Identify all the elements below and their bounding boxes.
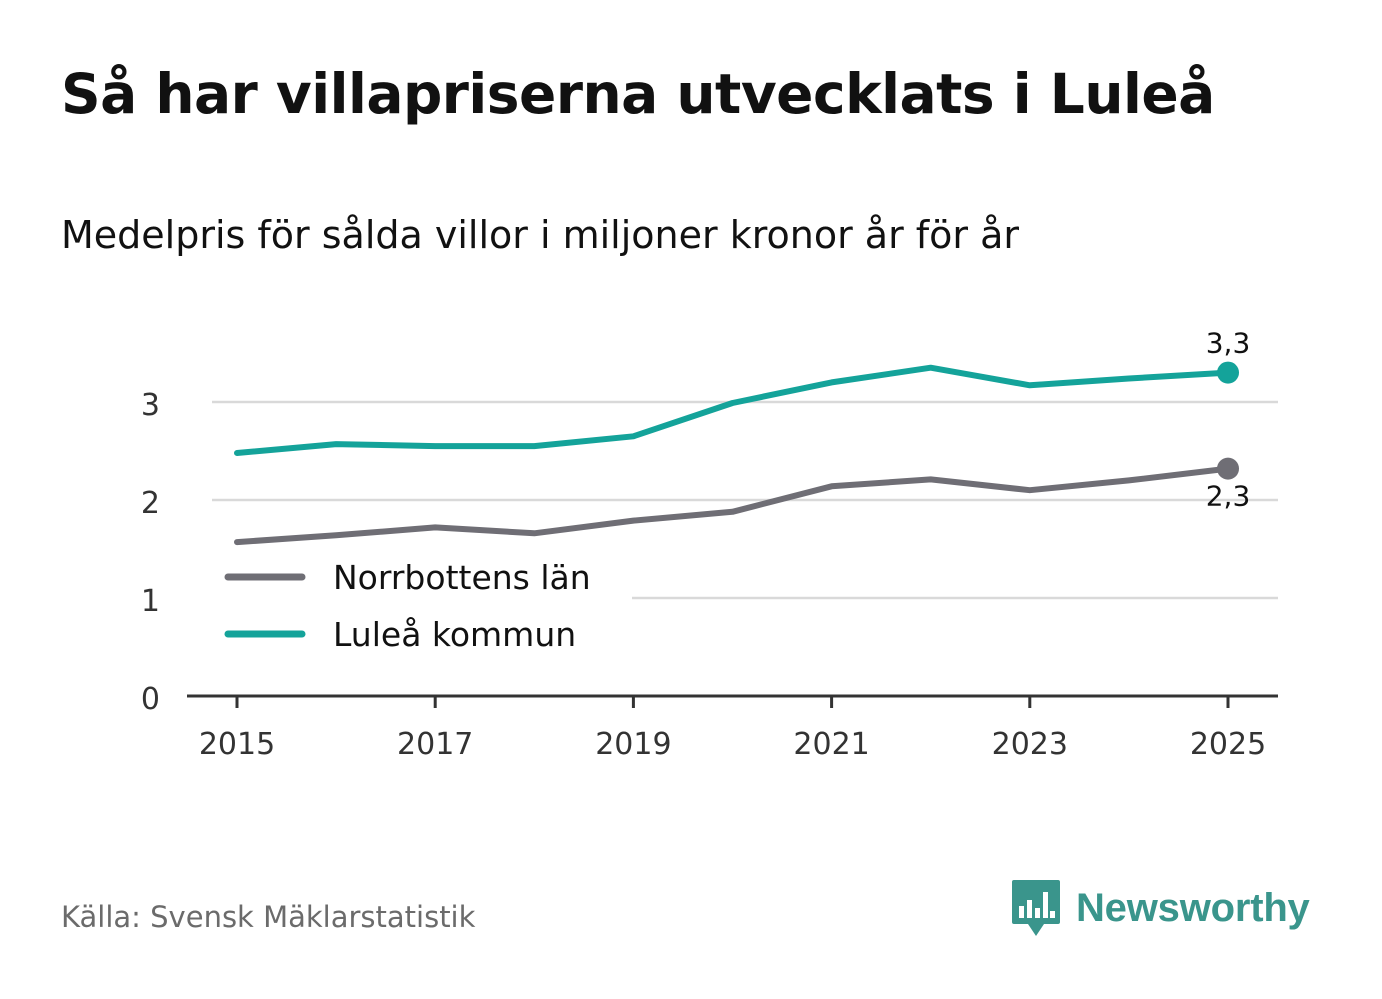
legend-background [212, 548, 632, 666]
chart-subtitle: Medelpris för sålda villor i miljoner kr… [61, 213, 1020, 257]
end-label-luleå-kommun: 3,3 [1206, 327, 1251, 360]
end-label-norrbottens-län: 2,3 [1206, 480, 1251, 513]
series-line-norrbottens-län [234, 465, 1231, 546]
end-point-luleå-kommun [1217, 361, 1239, 384]
x-tick-label-2015: 2015 [199, 727, 275, 762]
y-tick-label-2: 2 [141, 486, 160, 521]
series-line-luleå-kommun [234, 364, 1231, 456]
y-tick-label-0: 0 [141, 682, 160, 717]
x-tick-label-2023: 2023 [992, 727, 1068, 762]
x-tick-label-2021: 2021 [793, 727, 869, 762]
x-tick-label-2017: 2017 [397, 727, 473, 762]
bar-chart-speech-bubble-icon [1012, 880, 1060, 936]
brand-logo: Newsworthy [1010, 878, 1310, 938]
brand-name: Newsworthy [1076, 885, 1310, 930]
x-tick-label-2019: 2019 [595, 727, 671, 762]
y-tick-label-3: 3 [141, 388, 160, 423]
source-note: Källa: Svensk Mäklarstatistik [61, 900, 476, 934]
legend-label-luleå-kommun: Luleå kommun [333, 615, 576, 654]
end-point-norrbottens-län [1217, 457, 1239, 480]
legend-label-norrbottens-län: Norrbottens län [333, 558, 591, 597]
chart-title: Så har villapriserna utvecklats i Luleå [61, 62, 1215, 126]
x-tick-label-2025: 2025 [1190, 727, 1266, 762]
y-tick-label-1: 1 [141, 584, 160, 619]
